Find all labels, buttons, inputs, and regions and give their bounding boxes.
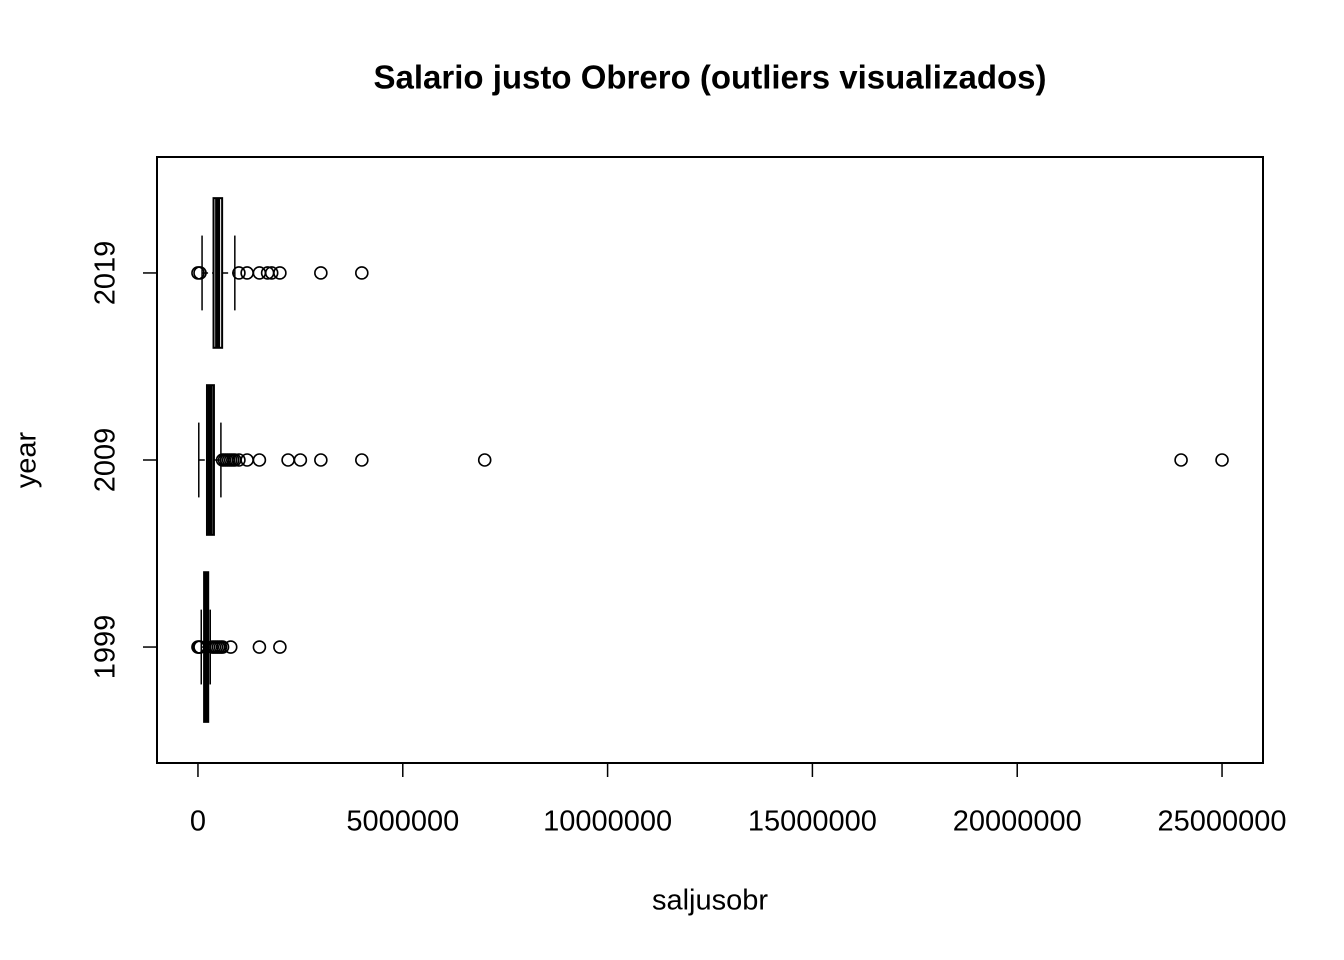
outlier <box>355 453 369 467</box>
plot-frame <box>156 156 1264 764</box>
outlier <box>240 266 254 280</box>
outlier <box>273 266 287 280</box>
x-tick-label: 25000000 <box>1158 806 1287 838</box>
x-tick-label: 20000000 <box>953 806 1082 838</box>
outlier <box>477 453 492 467</box>
outlier <box>223 640 238 654</box>
outlier <box>1174 453 1188 467</box>
chart-title: Salario justo Obrero (outliers visualiza… <box>374 59 1047 96</box>
outlier <box>281 453 295 467</box>
y-tick-label: 2019 <box>90 241 122 306</box>
x-tick-label: 15000000 <box>748 806 877 838</box>
outlier <box>1215 453 1229 467</box>
outlier <box>252 640 267 654</box>
outlier <box>193 266 207 280</box>
outlier <box>314 266 328 280</box>
y-axis-title: year <box>11 431 43 488</box>
y-tick-label: 2009 <box>90 428 122 493</box>
y-tick-label: 1999 <box>90 615 122 680</box>
x-tick-label: 5000000 <box>346 806 459 838</box>
outlier <box>215 640 230 654</box>
outlier <box>232 266 246 280</box>
outlier <box>355 266 369 280</box>
outlier <box>264 266 279 280</box>
outlier <box>232 453 246 467</box>
outlier <box>252 453 267 467</box>
outlier <box>273 640 287 654</box>
outlier <box>314 453 328 467</box>
x-tick-label: 0 <box>190 806 206 838</box>
outlier <box>240 453 254 467</box>
x-tick-label: 10000000 <box>543 806 672 838</box>
outlier <box>293 453 308 467</box>
x-axis-title: saljusobr <box>652 885 768 917</box>
